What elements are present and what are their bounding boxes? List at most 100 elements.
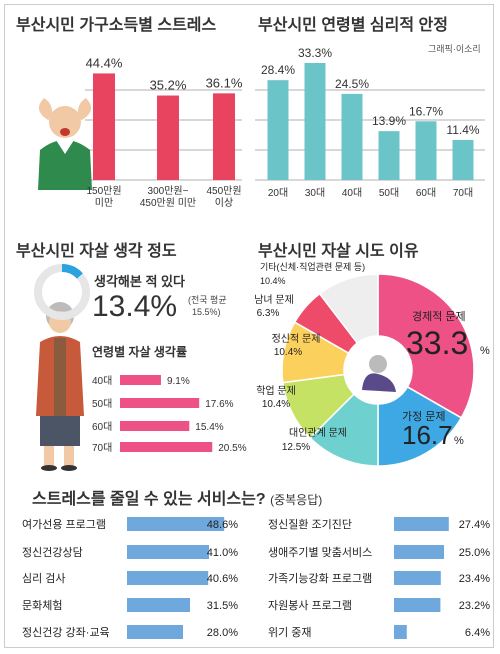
service-label: 정신질환 조기진단	[268, 518, 352, 531]
category-label: 50대	[379, 187, 399, 199]
category-label: 300만원~	[148, 185, 189, 197]
category-label: 50대	[92, 398, 112, 410]
category-label: 70대	[92, 442, 112, 454]
services-title-text: 스트레스를 줄일 수 있는 서비스는?	[32, 491, 266, 508]
slice-value: 10.4%	[274, 347, 302, 358]
elder-woman-figure	[36, 302, 84, 471]
data-label: 28.0%	[207, 627, 238, 639]
bar	[127, 517, 225, 531]
category-label: 미만	[95, 197, 113, 209]
slice-value: 10.4%	[260, 276, 286, 286]
national-average-note: (전국 평균	[188, 295, 227, 305]
service-label: 위기 중재	[268, 626, 312, 639]
headline-label: 생각해본 적 있다	[94, 274, 185, 289]
bar	[394, 571, 441, 585]
slice-label: 기타(신체·직업관련 문제 등)	[260, 262, 365, 272]
services-title-note: (중복응답)	[270, 493, 323, 507]
age-stability-title: 부산시민 연령별 심리적 안정	[258, 17, 448, 34]
data-label: 41.0%	[207, 547, 238, 559]
service-label: 심리 검사	[22, 572, 66, 585]
suicide-attempt-title: 부산시민 자살 시도 이유	[258, 243, 419, 260]
bar	[267, 80, 289, 180]
data-label: 6.4%	[465, 627, 490, 639]
data-label: 15.4%	[195, 422, 223, 433]
data-label: 20.5%	[218, 443, 246, 454]
bar	[394, 545, 444, 559]
slice-value: 10.4%	[262, 399, 290, 410]
category-label: 40대	[342, 187, 362, 199]
category-label: 450만원 미만	[140, 197, 196, 209]
data-label: 16.7%	[409, 104, 443, 118]
pie-slice	[318, 273, 379, 345]
category-label: 60대	[92, 421, 112, 433]
service-label: 생애주기별 맞춤서비스	[268, 546, 372, 559]
sitting-figure-body	[362, 373, 396, 392]
data-label: 9.1%	[167, 376, 190, 387]
service-label: 가족기능강화 프로그램	[268, 572, 372, 585]
data-label: 25.0%	[459, 547, 490, 559]
bar	[127, 571, 209, 585]
subtitle: 연령별 자살 생각률	[92, 344, 187, 359]
data-label: 24.5%	[335, 77, 369, 91]
category-label: 40대	[92, 375, 112, 387]
bar	[157, 95, 179, 180]
bar	[415, 121, 437, 180]
data-label: 17.6%	[205, 399, 233, 410]
service-label: 자원봉사 프로그램	[268, 599, 352, 612]
bar	[120, 421, 190, 431]
data-label: 13.9%	[372, 114, 406, 128]
slice-label: 학업 문제	[256, 384, 296, 397]
bar	[394, 598, 441, 612]
category-label: 150만원	[86, 185, 121, 197]
data-label: 33.3%	[298, 46, 332, 60]
data-label: 40.6%	[207, 573, 238, 585]
data-label: 23.2%	[459, 600, 490, 612]
age-stability-chart: 28.4% 20대 33.3% 30대 24.5% 40대 13.9% 50대 16.7% 60대…	[255, 46, 485, 199]
slice-unit: %	[480, 345, 490, 357]
data-label: 28.4%	[261, 63, 295, 77]
bar	[127, 625, 183, 639]
bar	[120, 442, 213, 452]
slice-unit: %	[454, 435, 464, 447]
category-label: 60대	[416, 187, 436, 199]
headline-arc	[61, 264, 83, 279]
data-label: 11.4%	[446, 123, 479, 137]
bar	[394, 625, 407, 639]
services-chart: 여가선용 프로그램 48.6% 정신건강상담 41.0% 심리 검사 40.6% 문화체험 3…	[22, 517, 490, 639]
slice-label: 정신적 문제	[272, 333, 321, 345]
stressed-elder-figure	[38, 98, 92, 190]
national-average-note: 15.5%)	[192, 307, 221, 317]
data-label: 44.4%	[86, 55, 123, 70]
data-label: 27.4%	[459, 519, 490, 531]
category-label: 70대	[453, 187, 473, 199]
service-label: 정신건강상담	[22, 546, 83, 559]
headline-value: 13.4%	[92, 290, 177, 323]
service-label: 정신건강 강좌·교육	[22, 626, 110, 639]
data-label: 31.5%	[207, 600, 238, 612]
sitting-figure	[369, 355, 387, 373]
income-stress-title: 부산시민 가구소득별 스트레스	[16, 17, 217, 34]
category-label: 450만원	[206, 185, 241, 197]
bar	[93, 73, 115, 180]
bar	[304, 62, 326, 180]
bar	[120, 398, 200, 408]
slice-value: 33.3	[406, 325, 468, 361]
slice-label: 가정 문제	[402, 410, 446, 423]
data-label: 48.6%	[207, 519, 238, 531]
bar	[213, 93, 235, 180]
service-label: 여가선용 프로그램	[22, 518, 106, 531]
data-label: 35.2%	[150, 78, 187, 93]
bar	[341, 93, 363, 180]
service-label: 문화체험	[22, 599, 62, 612]
suicide-thought-title: 부산시민 자살 생각 정도	[16, 243, 177, 260]
data-label: 23.4%	[459, 573, 490, 585]
bar	[378, 131, 400, 180]
frame-border	[4, 4, 494, 648]
pie-slice	[377, 273, 475, 419]
bar	[127, 545, 209, 559]
slice-value: 16.7	[402, 420, 453, 450]
